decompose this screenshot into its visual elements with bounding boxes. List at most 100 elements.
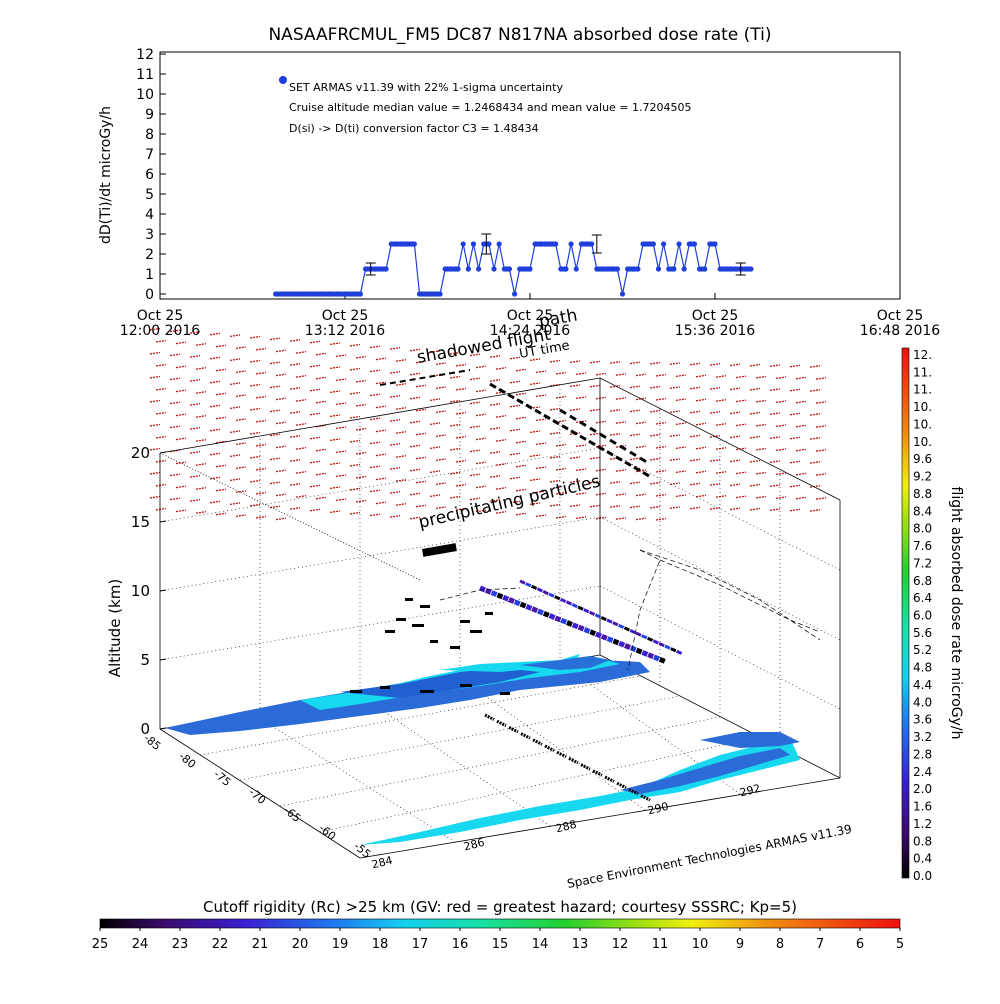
flight-segment (508, 597, 515, 604)
y-tick-label: 5 (145, 187, 154, 203)
hazard-mark (735, 375, 747, 379)
hazard-mark (415, 432, 427, 436)
hazard-mark (629, 361, 641, 365)
hazard-mark (749, 411, 761, 415)
dose-colorbar-tick-label: 11. (913, 383, 932, 397)
hazard-mark (175, 365, 187, 369)
flight-segment (566, 620, 573, 627)
flight-segment (525, 582, 532, 588)
dose-colorbar-tick-label: 4.8 (913, 661, 932, 675)
hazard-mark (295, 423, 307, 426)
data-point (496, 241, 502, 247)
flight-segment (646, 636, 654, 642)
hazard-mark (209, 332, 221, 336)
hazard-mark (249, 383, 261, 387)
y-tick-label: 0 (145, 287, 154, 303)
data-point (357, 291, 364, 297)
shadow-segment (489, 382, 497, 389)
hazard-mark (189, 499, 201, 502)
hazard-mark (769, 484, 781, 488)
hazard-mark (529, 430, 541, 434)
dose-colorbar-tick-label: 2.8 (913, 747, 932, 761)
shadow-segment (628, 788, 639, 796)
hazard-mark (235, 514, 247, 518)
hazard-mark (395, 479, 407, 482)
flight-segment (606, 636, 614, 643)
altitude-axis-ticks: 0 5 10 15 20 (131, 444, 167, 738)
rigidity-colorbar-tick-label: 12 (612, 937, 629, 952)
hazard-mark (269, 505, 281, 509)
hazard-mark (329, 414, 341, 418)
x-tick-label-date: Oct 25 (137, 308, 183, 324)
hazard-mark (149, 327, 161, 331)
hazard-mark (689, 482, 701, 486)
hazard-mark (209, 380, 221, 384)
dose-colorbar-tick-label: 5.2 (913, 643, 932, 657)
hazard-mark (309, 340, 321, 344)
hazard-mark (569, 360, 581, 364)
hazard-mark (555, 491, 567, 495)
hazard-mark (195, 463, 207, 466)
hazard-mark (735, 399, 747, 403)
hazard-mark (689, 434, 701, 438)
data-point (568, 241, 574, 247)
dose-colorbar-tick-label: 3.6 (913, 713, 932, 727)
hazard-mark (409, 372, 421, 376)
hazard-mark (475, 413, 487, 417)
hazard-mark (609, 433, 621, 436)
hazard-mark (289, 387, 301, 390)
hazard-mark (349, 343, 361, 347)
flight-segment (542, 610, 550, 618)
hazard-mark (509, 404, 521, 408)
hazard-mark (249, 335, 261, 339)
hazard-mark (175, 461, 187, 465)
hazard-mark (475, 389, 487, 393)
hazard-mark (329, 486, 341, 490)
hazard-mark (389, 467, 401, 470)
hazard-mark (349, 391, 361, 395)
hazard-mark (755, 471, 767, 475)
rigidity-colorbar-tick-label: 24 (132, 937, 149, 952)
shadowed-flight-path (379, 369, 651, 802)
hazard-mark (309, 508, 321, 512)
hazard-mark (589, 504, 601, 508)
hazard-mark (255, 491, 267, 495)
hazard-mark (509, 380, 521, 384)
hazard-mark (795, 376, 807, 380)
hazard-mark (709, 363, 721, 366)
hazard-mark (655, 469, 667, 473)
flight-segment (554, 615, 562, 623)
hazard-mark (375, 357, 387, 361)
hazard-mark (329, 438, 341, 442)
hazard-mark (229, 334, 241, 338)
series-line (275, 243, 751, 295)
altitude-axis-label: Altitude (km) (106, 579, 124, 677)
hazard-mark (595, 516, 607, 520)
hazard-mark (669, 410, 681, 414)
hazard-mark (249, 479, 261, 483)
shadow-segment (508, 726, 519, 734)
hazard-mark (295, 375, 307, 378)
hazard-mark (349, 439, 361, 443)
hazard-mark (269, 481, 281, 485)
grid-lines (159, 386, 841, 843)
hazard-mark (669, 506, 681, 510)
hazard-mark (515, 440, 527, 444)
hazard-mark (249, 407, 261, 411)
y-tick-label: 4 (145, 207, 154, 223)
dose-colorbar-tick-label: 5.6 (913, 626, 932, 640)
dose-colorbar-tick-label: 9.6 (913, 452, 932, 466)
hazard-mark (655, 493, 667, 497)
hazard-mark (235, 490, 247, 494)
shadow-segment (606, 450, 614, 457)
hazard-mark (315, 400, 327, 404)
hazard-mark (295, 399, 307, 402)
x-tick-label-time: 15:36 2016 (675, 323, 756, 339)
hazard-mark (169, 353, 181, 357)
hazard-mark (595, 420, 607, 424)
hazard-mark (415, 360, 427, 364)
data-point (619, 291, 626, 297)
hazard-mark (329, 462, 341, 466)
hazard-mark (209, 452, 221, 456)
flight-segment (595, 631, 602, 639)
